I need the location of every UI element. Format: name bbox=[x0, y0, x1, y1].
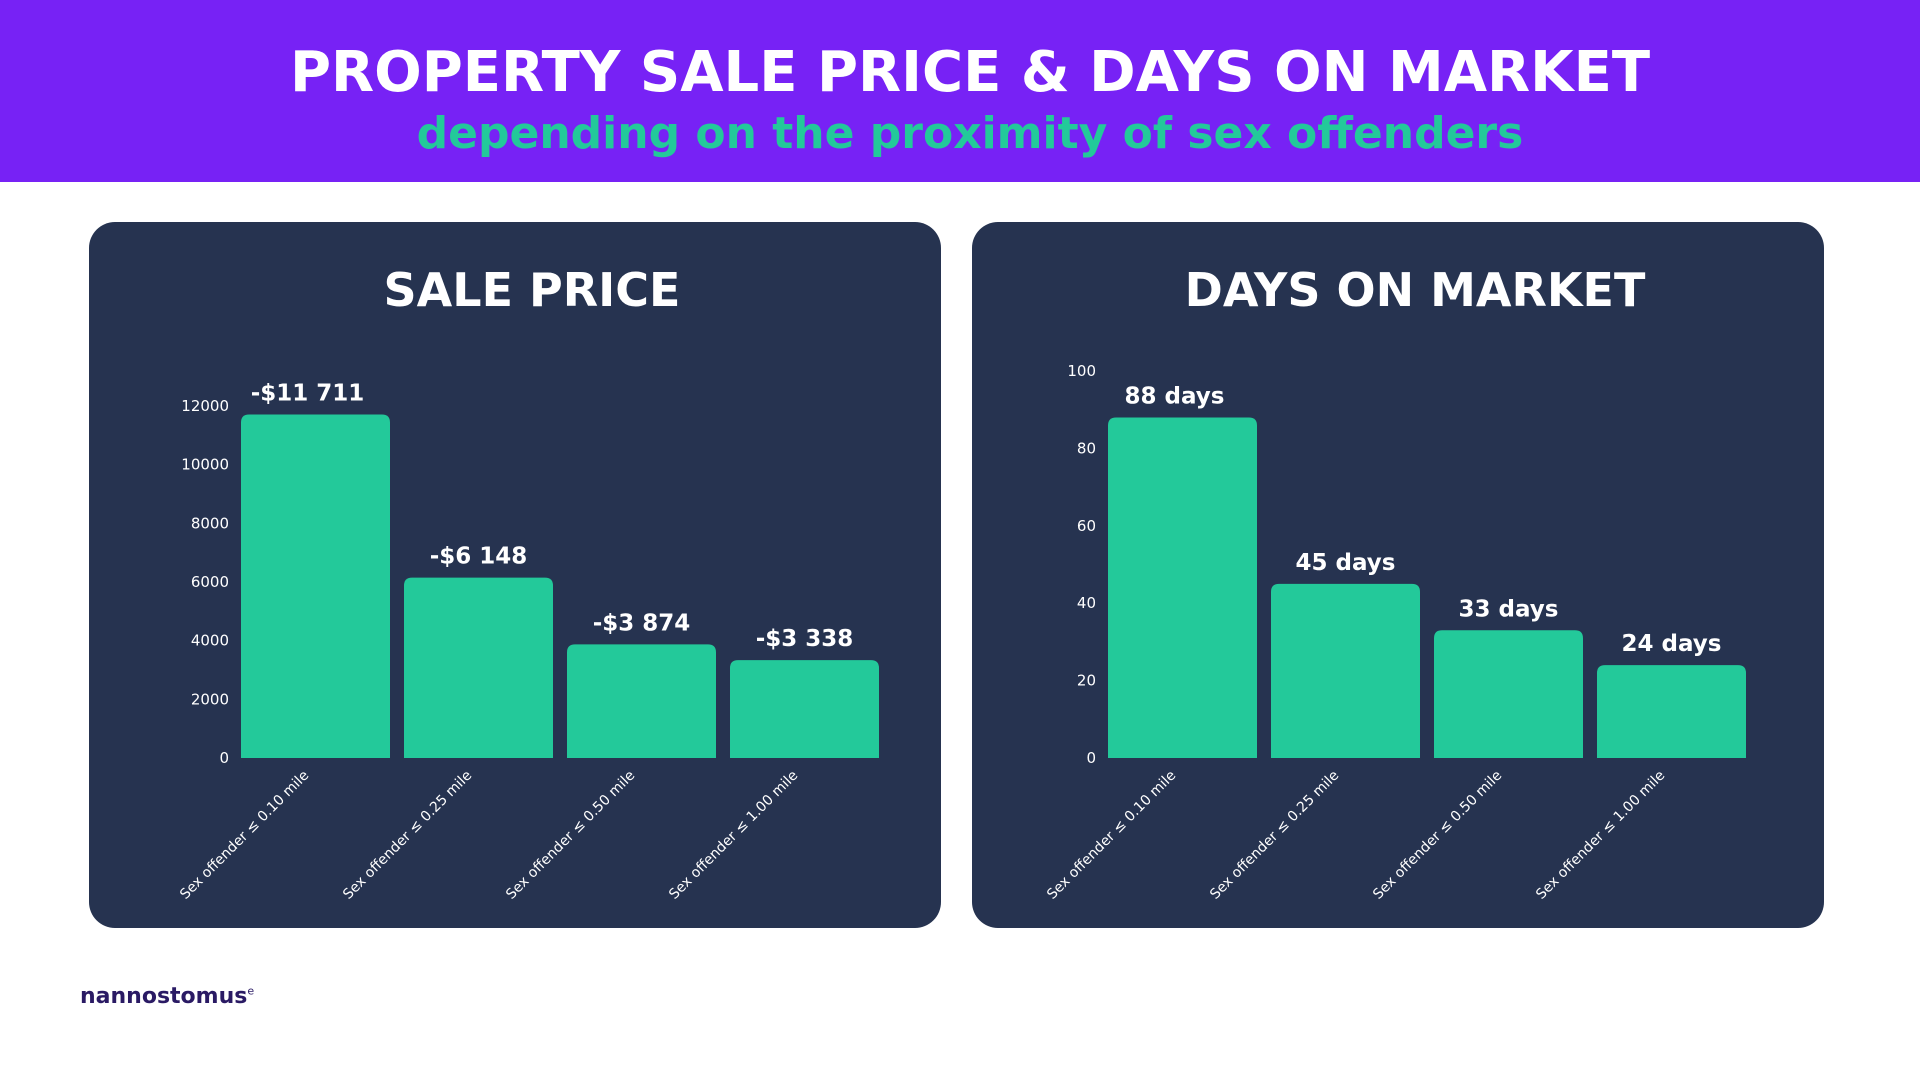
page-title: PROPERTY SALE PRICE & DAYS ON MARKET bbox=[289, 40, 1651, 105]
data-label: 45 days bbox=[1296, 550, 1396, 576]
sale-price-panel: SALE PRICE 0 2000 4000 6000 8000 10000 12000 -$1… bbox=[89, 222, 941, 928]
y-tick-label: 60 bbox=[1077, 517, 1096, 535]
y-tick-label: 20 bbox=[1077, 672, 1096, 690]
y-tick-label: 40 bbox=[1077, 594, 1096, 612]
y-tick-label: 10000 bbox=[181, 456, 229, 474]
brand-mark: e bbox=[247, 984, 255, 998]
bar bbox=[1108, 417, 1257, 758]
category-label: Sex offender ≤ 0.25 mile bbox=[1207, 768, 1342, 903]
y-tick-label: 12000 bbox=[181, 397, 229, 415]
days-on-market-panel: DAYS ON MARKET 0 20 40 60 80 100 88 days Sex off… bbox=[972, 222, 1824, 928]
category-label: Sex offender ≤ 1.00 mile bbox=[666, 768, 801, 903]
y-tick-label: 80 bbox=[1077, 439, 1096, 457]
y-tick-label: 0 bbox=[219, 749, 229, 767]
y-tick-label: 100 bbox=[1067, 362, 1096, 380]
data-label: 33 days bbox=[1459, 596, 1559, 622]
header-banner: PROPERTY SALE PRICE & DAYS ON MARKET dep… bbox=[0, 0, 1920, 182]
data-label: -$3 874 bbox=[593, 610, 691, 636]
category-label: Sex offender ≤ 0.25 mile bbox=[340, 768, 475, 903]
days-on-market-chart: DAYS ON MARKET 0 20 40 60 80 100 88 days Sex off… bbox=[1044, 263, 1746, 903]
bar bbox=[1434, 630, 1583, 758]
y-tick-label: 8000 bbox=[191, 514, 229, 532]
data-label: 24 days bbox=[1622, 631, 1722, 657]
y-tick-label: 0 bbox=[1086, 749, 1096, 767]
y-tick-label: 2000 bbox=[191, 690, 229, 708]
bar bbox=[1597, 665, 1746, 758]
data-label: 88 days bbox=[1125, 383, 1225, 409]
y-tick-label: 6000 bbox=[191, 573, 229, 591]
data-label: -$6 148 bbox=[430, 544, 528, 570]
category-label: Sex offender ≤ 0.10 mile bbox=[177, 768, 312, 903]
bar bbox=[730, 660, 879, 758]
bar bbox=[1271, 583, 1420, 758]
data-label: -$11 711 bbox=[251, 380, 365, 406]
page-subtitle: depending on the proximity of sex offend… bbox=[416, 108, 1524, 159]
bar bbox=[567, 644, 716, 758]
category-label: Sex offender ≤ 0.50 mile bbox=[1370, 768, 1505, 903]
brand-name: nannostomus bbox=[80, 984, 248, 1009]
data-label: -$3 338 bbox=[756, 626, 854, 652]
category-label: Sex offender ≤ 0.10 mile bbox=[1044, 768, 1179, 903]
brand-logo: nannostomuse bbox=[80, 984, 254, 1009]
y-tick-label: 4000 bbox=[191, 632, 229, 650]
bar bbox=[241, 414, 390, 758]
sale-price-chart: SALE PRICE 0 2000 4000 6000 8000 10000 12000 -$1… bbox=[177, 263, 879, 903]
category-label: Sex offender ≤ 1.00 mile bbox=[1533, 768, 1668, 903]
chart-title: SALE PRICE bbox=[384, 263, 681, 317]
chart-title: DAYS ON MARKET bbox=[1185, 263, 1646, 317]
category-label: Sex offender ≤ 0.50 mile bbox=[503, 768, 638, 903]
bar bbox=[404, 577, 553, 758]
